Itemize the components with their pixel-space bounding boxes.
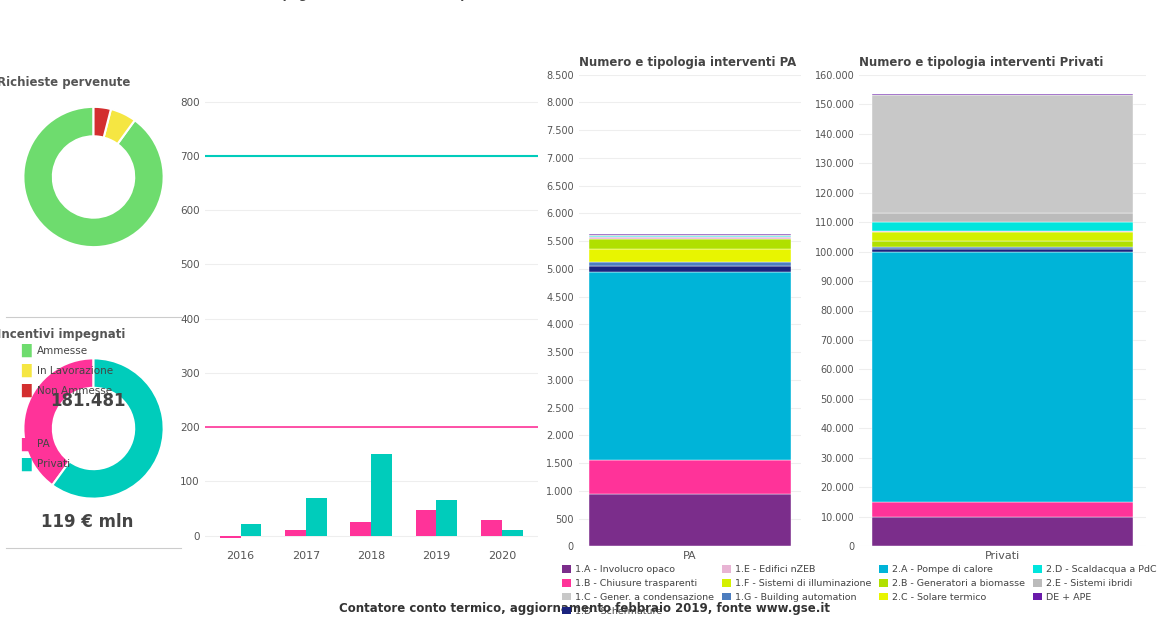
Text: █: █ (21, 384, 30, 397)
Bar (872, 232, 1133, 241)
Bar (436, 501, 457, 536)
Bar (480, 520, 502, 536)
Bar (589, 237, 790, 239)
Bar (502, 530, 523, 536)
Text: Non Ammesse: Non Ammesse (37, 386, 112, 396)
Text: █: █ (21, 437, 30, 451)
Bar (306, 497, 326, 536)
Wedge shape (104, 109, 134, 144)
Bar (589, 250, 790, 262)
Wedge shape (23, 107, 164, 247)
Bar (589, 266, 790, 271)
Text: 119 € mln: 119 € mln (41, 513, 134, 530)
Bar (872, 247, 1133, 248)
Text: Privati: Privati (37, 459, 70, 469)
Bar (872, 213, 1133, 222)
Bar (589, 460, 790, 494)
Bar (872, 231, 1133, 232)
Bar (416, 510, 436, 536)
Bar (285, 530, 306, 536)
Text: Ammesse: Ammesse (37, 346, 89, 356)
Bar (872, 502, 1133, 517)
Text: Numero e tipologia interventi Privati: Numero e tipologia interventi Privati (859, 56, 1104, 69)
Text: Contatore conto termico, aggiornamento febbraio 2019, fonte www.gse.it: Contatore conto termico, aggiornamento f… (339, 602, 830, 615)
Bar (872, 95, 1133, 213)
Wedge shape (53, 358, 164, 499)
Bar (351, 522, 372, 536)
Bar (372, 454, 392, 536)
Text: Numero e tipologia interventi PA: Numero e tipologia interventi PA (579, 56, 796, 69)
Text: PA: PA (37, 439, 50, 449)
Bar (872, 252, 1133, 502)
Wedge shape (23, 358, 94, 485)
Bar (241, 524, 262, 536)
Bar (589, 262, 790, 266)
Text: Richieste pervenute: Richieste pervenute (0, 76, 131, 89)
Bar (589, 239, 790, 250)
Bar (589, 494, 790, 546)
Bar (589, 271, 790, 460)
Bar (589, 235, 790, 237)
Bar (872, 241, 1133, 247)
Text: Incentivi impegnati annualmente e disponibilità residua (€ mln): Incentivi impegnati annualmente e dispon… (205, 0, 628, 1)
Text: In Lavorazione: In Lavorazione (37, 366, 113, 376)
Bar (872, 517, 1133, 546)
Bar (872, 94, 1133, 95)
Text: █: █ (21, 364, 30, 378)
Bar (872, 222, 1133, 231)
Text: 181.481: 181.481 (50, 392, 125, 409)
Bar (220, 536, 241, 538)
Text: █: █ (21, 344, 30, 358)
Text: Incentivi impegnati: Incentivi impegnati (0, 328, 125, 341)
Bar (872, 248, 1133, 252)
Legend: 1.A - Involucro opaco, 1.B - Chiusure trasparenti, 1.C - Gener. a condensazione,: 1.A - Involucro opaco, 1.B - Chiusure tr… (558, 561, 1161, 619)
Text: █: █ (21, 457, 30, 471)
Wedge shape (94, 107, 111, 138)
